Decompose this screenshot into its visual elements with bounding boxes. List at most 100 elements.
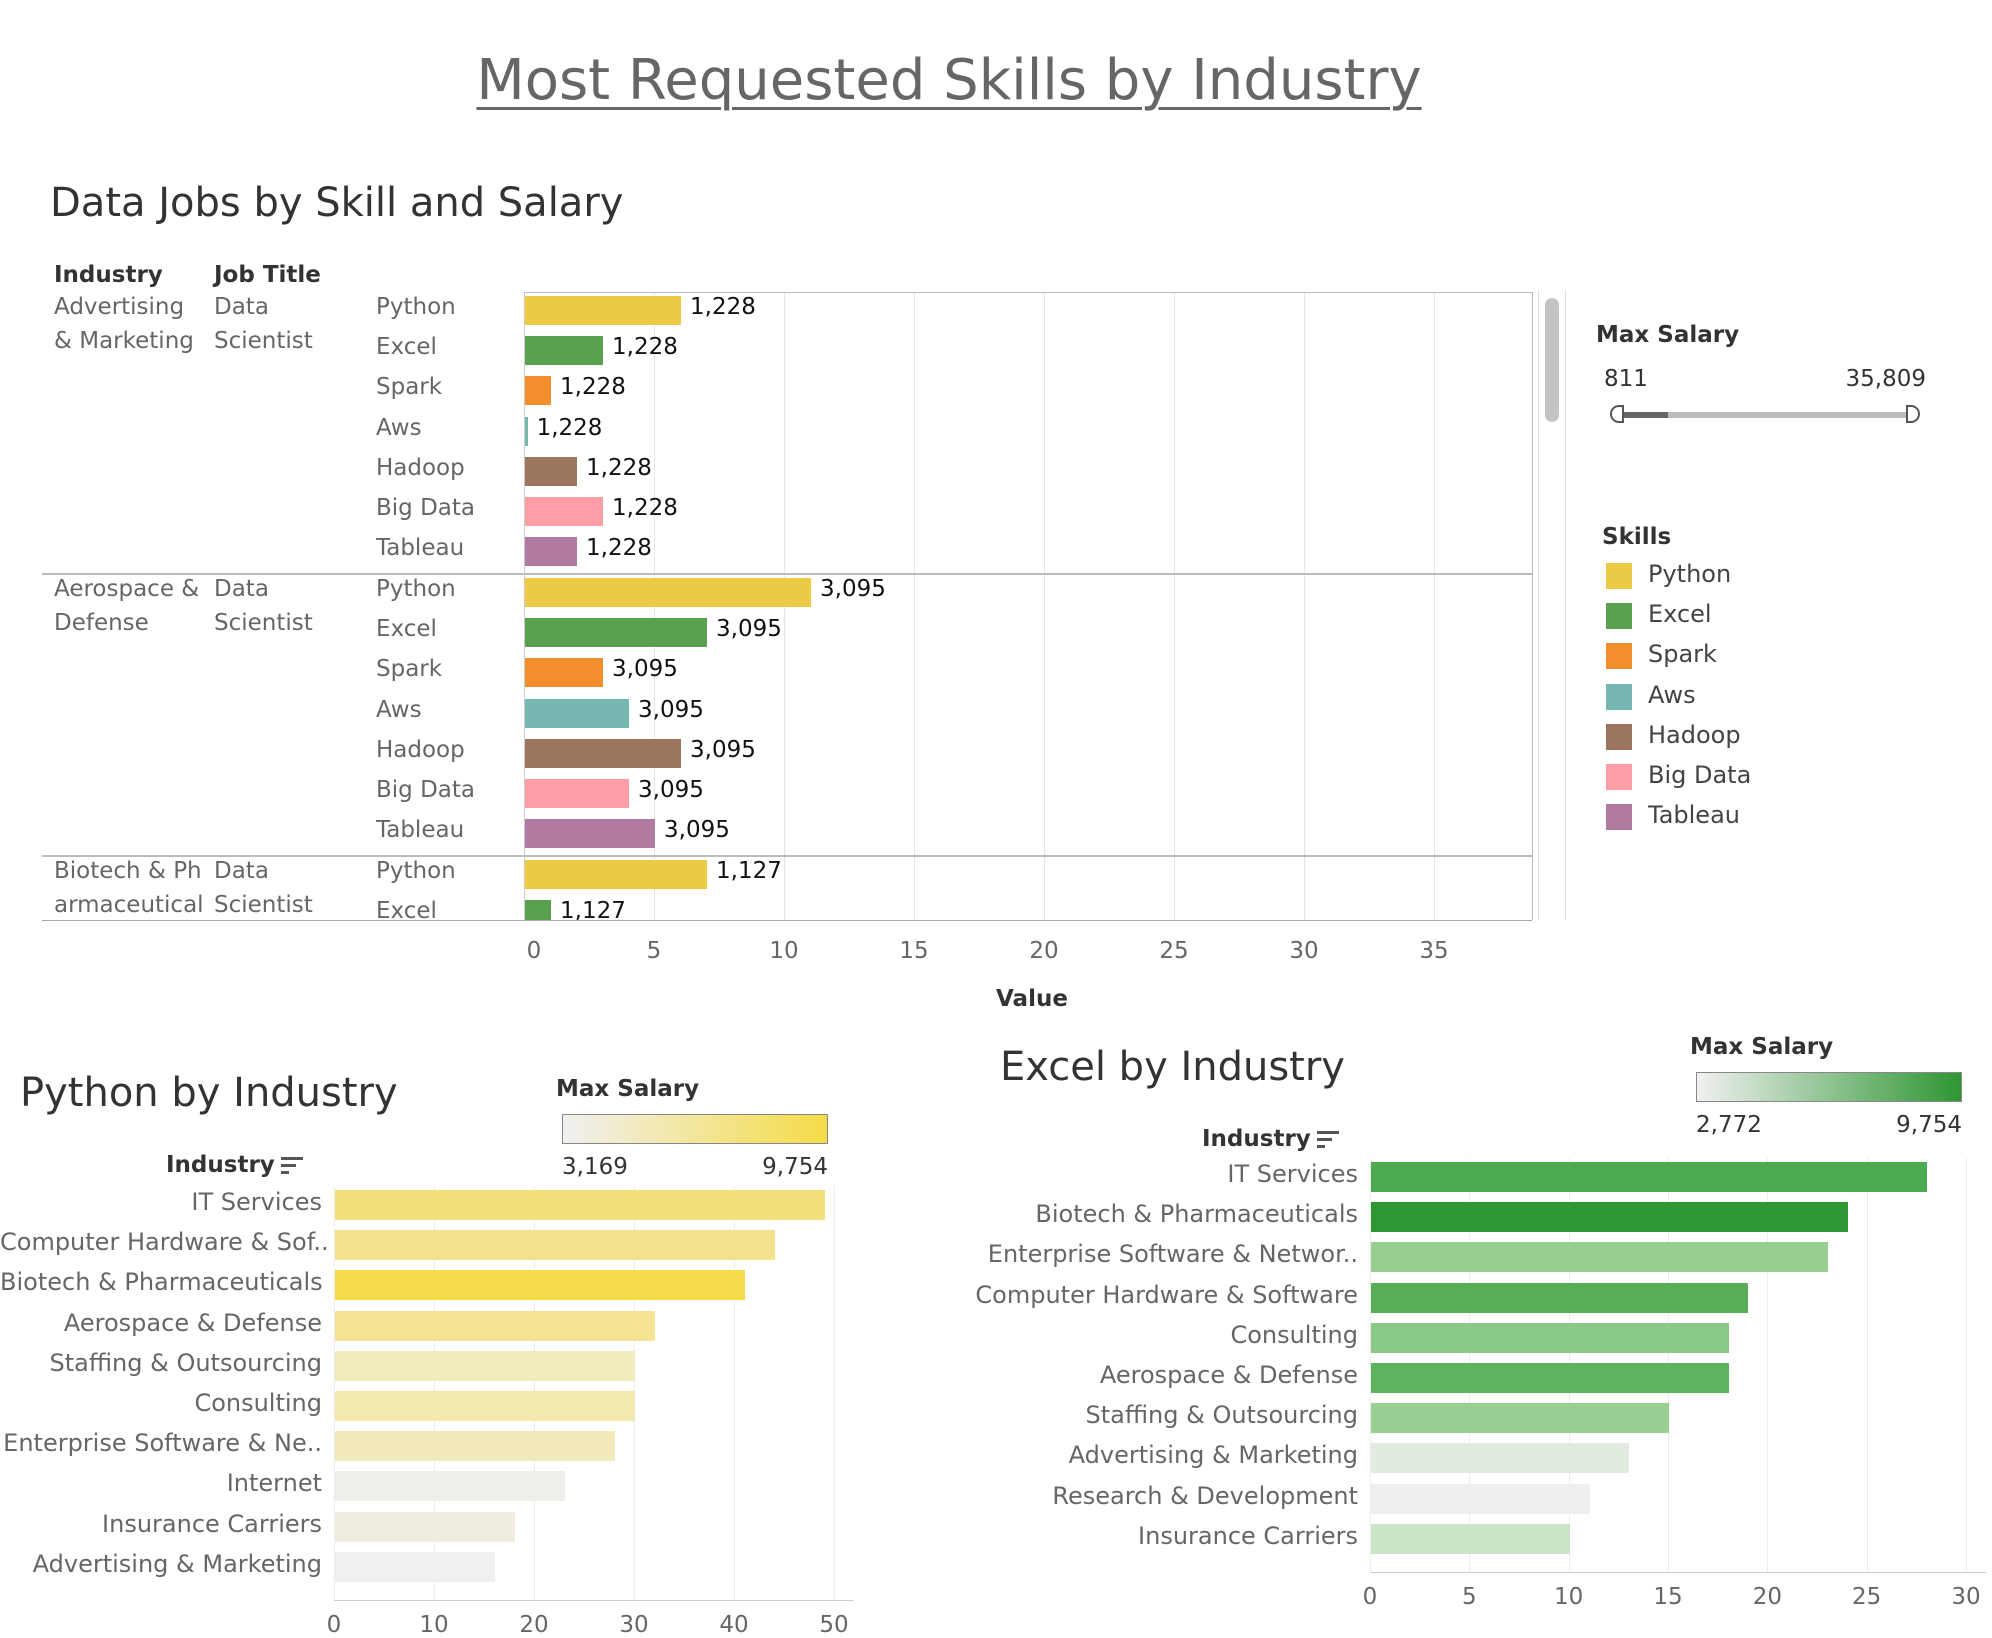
- legend-item-tableau[interactable]: Tableau: [1606, 801, 1886, 835]
- bar-tableau[interactable]: [525, 537, 577, 567]
- bar[interactable]: [335, 1310, 655, 1341]
- bar[interactable]: [335, 1391, 635, 1421]
- skill-label: Big Data: [376, 495, 475, 521]
- category-label: Research & Development: [1052, 1481, 1358, 1510]
- skill-label: Excel: [376, 616, 437, 643]
- legend-item-hadoop[interactable]: Hadoop: [1606, 721, 1886, 755]
- bar[interactable]: [1371, 1363, 1729, 1393]
- bar[interactable]: [335, 1350, 635, 1381]
- bar-hadoop[interactable]: [525, 738, 681, 768]
- bar-python[interactable]: [525, 296, 681, 325]
- group-divider: [42, 854, 1532, 857]
- skill-label: Aws: [376, 696, 422, 723]
- x-axis-tick: 25: [1159, 938, 1189, 964]
- top-chart-scrollbar[interactable]: [1538, 290, 1566, 920]
- category-label: Insurance Carriers: [1138, 1521, 1358, 1550]
- bar[interactable]: [335, 1230, 775, 1261]
- bar[interactable]: [335, 1270, 745, 1301]
- bar[interactable]: [1371, 1202, 1848, 1233]
- excel-chart-industry-header[interactable]: Industry: [1202, 1126, 1339, 1152]
- max-salary-slider-max-handle[interactable]: [1906, 405, 1920, 423]
- top-chart-bottom-line: [42, 920, 1532, 921]
- max-salary-slider-track[interactable]: [1616, 412, 1910, 418]
- top-chart-title: Data Jobs by Skill and Salary: [50, 180, 624, 226]
- legend-item-aws[interactable]: Aws: [1606, 681, 1886, 715]
- python-chart-industry-header[interactable]: Industry: [166, 1152, 303, 1178]
- bar-spark[interactable]: [525, 658, 603, 688]
- x-axis-tick: 0: [326, 1612, 342, 1638]
- gridline: [1966, 1158, 1967, 1572]
- dashboard-title: Most Requested Skills by Industry: [476, 48, 1422, 113]
- category-label: Staffing & Outsourcing: [49, 1348, 322, 1377]
- excel-legend-min: 2,772: [1696, 1112, 1762, 1138]
- top-chart-frame-right: [1532, 292, 1533, 920]
- category-label: Biotech & Pharmaceuticals: [1035, 1200, 1358, 1229]
- column-header-industry[interactable]: Industry: [54, 262, 163, 288]
- gridline: [734, 1186, 735, 1600]
- x-axis-tick: 5: [1462, 1584, 1477, 1610]
- group-industry-label: Advertising & Marketing: [54, 294, 194, 354]
- bar-spark[interactable]: [525, 376, 551, 406]
- bar[interactable]: [335, 1551, 495, 1582]
- skill-label: Spark: [376, 374, 443, 401]
- sort-icon[interactable]: [280, 1156, 303, 1175]
- bar-python[interactable]: [525, 577, 811, 607]
- bar-tableau[interactable]: [525, 819, 655, 849]
- legend-item-excel[interactable]: Excel: [1606, 600, 1886, 634]
- top-chart: Advertising & Marketing Data Scientist Pyt…: [0, 0, 1560, 1020]
- x-axis-tick: 20: [1752, 1584, 1782, 1610]
- python-legend-gradient: [562, 1114, 828, 1144]
- bar[interactable]: [1371, 1483, 1590, 1514]
- bar[interactable]: [1371, 1443, 1630, 1474]
- bar-value-label: 1,228: [586, 454, 652, 481]
- max-salary-slider-min-handle[interactable]: [1610, 405, 1624, 423]
- bar-excel[interactable]: [525, 618, 707, 648]
- bar-big-data[interactable]: [525, 778, 629, 808]
- bar-aws[interactable]: [525, 698, 629, 728]
- x-axis-tick: 10: [769, 938, 799, 964]
- group-job-title-label: Data Scientist: [214, 857, 313, 918]
- bar[interactable]: [1371, 1162, 1928, 1192]
- group-divider: [42, 572, 1532, 575]
- scrollbar-thumb[interactable]: [1545, 298, 1559, 422]
- bar[interactable]: [335, 1190, 825, 1220]
- legend-label: Hadoop: [1648, 720, 1741, 749]
- legend-item-spark[interactable]: Spark: [1606, 640, 1886, 674]
- python-chart: IT Services Computer Hardware & Sof.. Biot…: [0, 1180, 860, 1638]
- bar-python[interactable]: [525, 859, 707, 889]
- group-job-title-label: Data Scientist: [214, 294, 313, 354]
- category-label: Computer Hardware & Sof..: [0, 1228, 329, 1257]
- bar[interactable]: [1371, 1242, 1828, 1273]
- bar-value-label: 1,228: [690, 294, 756, 320]
- gridline: [1434, 292, 1435, 920]
- skill-label: Aws: [376, 414, 422, 441]
- category-label: Consulting: [194, 1389, 322, 1417]
- x-axis-tick: 50: [819, 1612, 849, 1638]
- legend-item-big-data[interactable]: Big Data: [1606, 761, 1886, 795]
- x-axis-tick: 0: [1362, 1584, 1378, 1610]
- bar-excel[interactable]: [525, 900, 551, 920]
- max-salary-filter: Max Salary 811 35,809: [1590, 318, 1930, 438]
- bar[interactable]: [335, 1431, 615, 1462]
- column-header-job-title[interactable]: Job Title: [214, 262, 321, 288]
- category-label: Advertising & Marketing: [32, 1549, 322, 1578]
- bar[interactable]: [335, 1471, 565, 1502]
- gridline: [834, 1186, 835, 1600]
- legend-swatch: [1606, 683, 1632, 710]
- legend-swatch: [1606, 764, 1632, 790]
- bar[interactable]: [335, 1511, 515, 1542]
- bar[interactable]: [1371, 1322, 1729, 1353]
- sort-icon[interactable]: [1316, 1130, 1339, 1149]
- bar-aws[interactable]: [525, 416, 528, 446]
- bar-value-label: 3,095: [612, 656, 678, 683]
- bar-big-data[interactable]: [525, 497, 603, 526]
- bar-hadoop[interactable]: [525, 456, 577, 486]
- bar-excel[interactable]: [525, 336, 603, 366]
- bar[interactable]: [1371, 1282, 1749, 1313]
- python-legend-min: 3,169: [562, 1154, 628, 1180]
- x-axis-tick: 5: [646, 938, 662, 964]
- bar[interactable]: [1371, 1523, 1570, 1554]
- legend-item-python[interactable]: Python: [1606, 560, 1886, 594]
- max-salary-filter-title: Max Salary: [1596, 322, 1740, 348]
- bar[interactable]: [1371, 1403, 1669, 1434]
